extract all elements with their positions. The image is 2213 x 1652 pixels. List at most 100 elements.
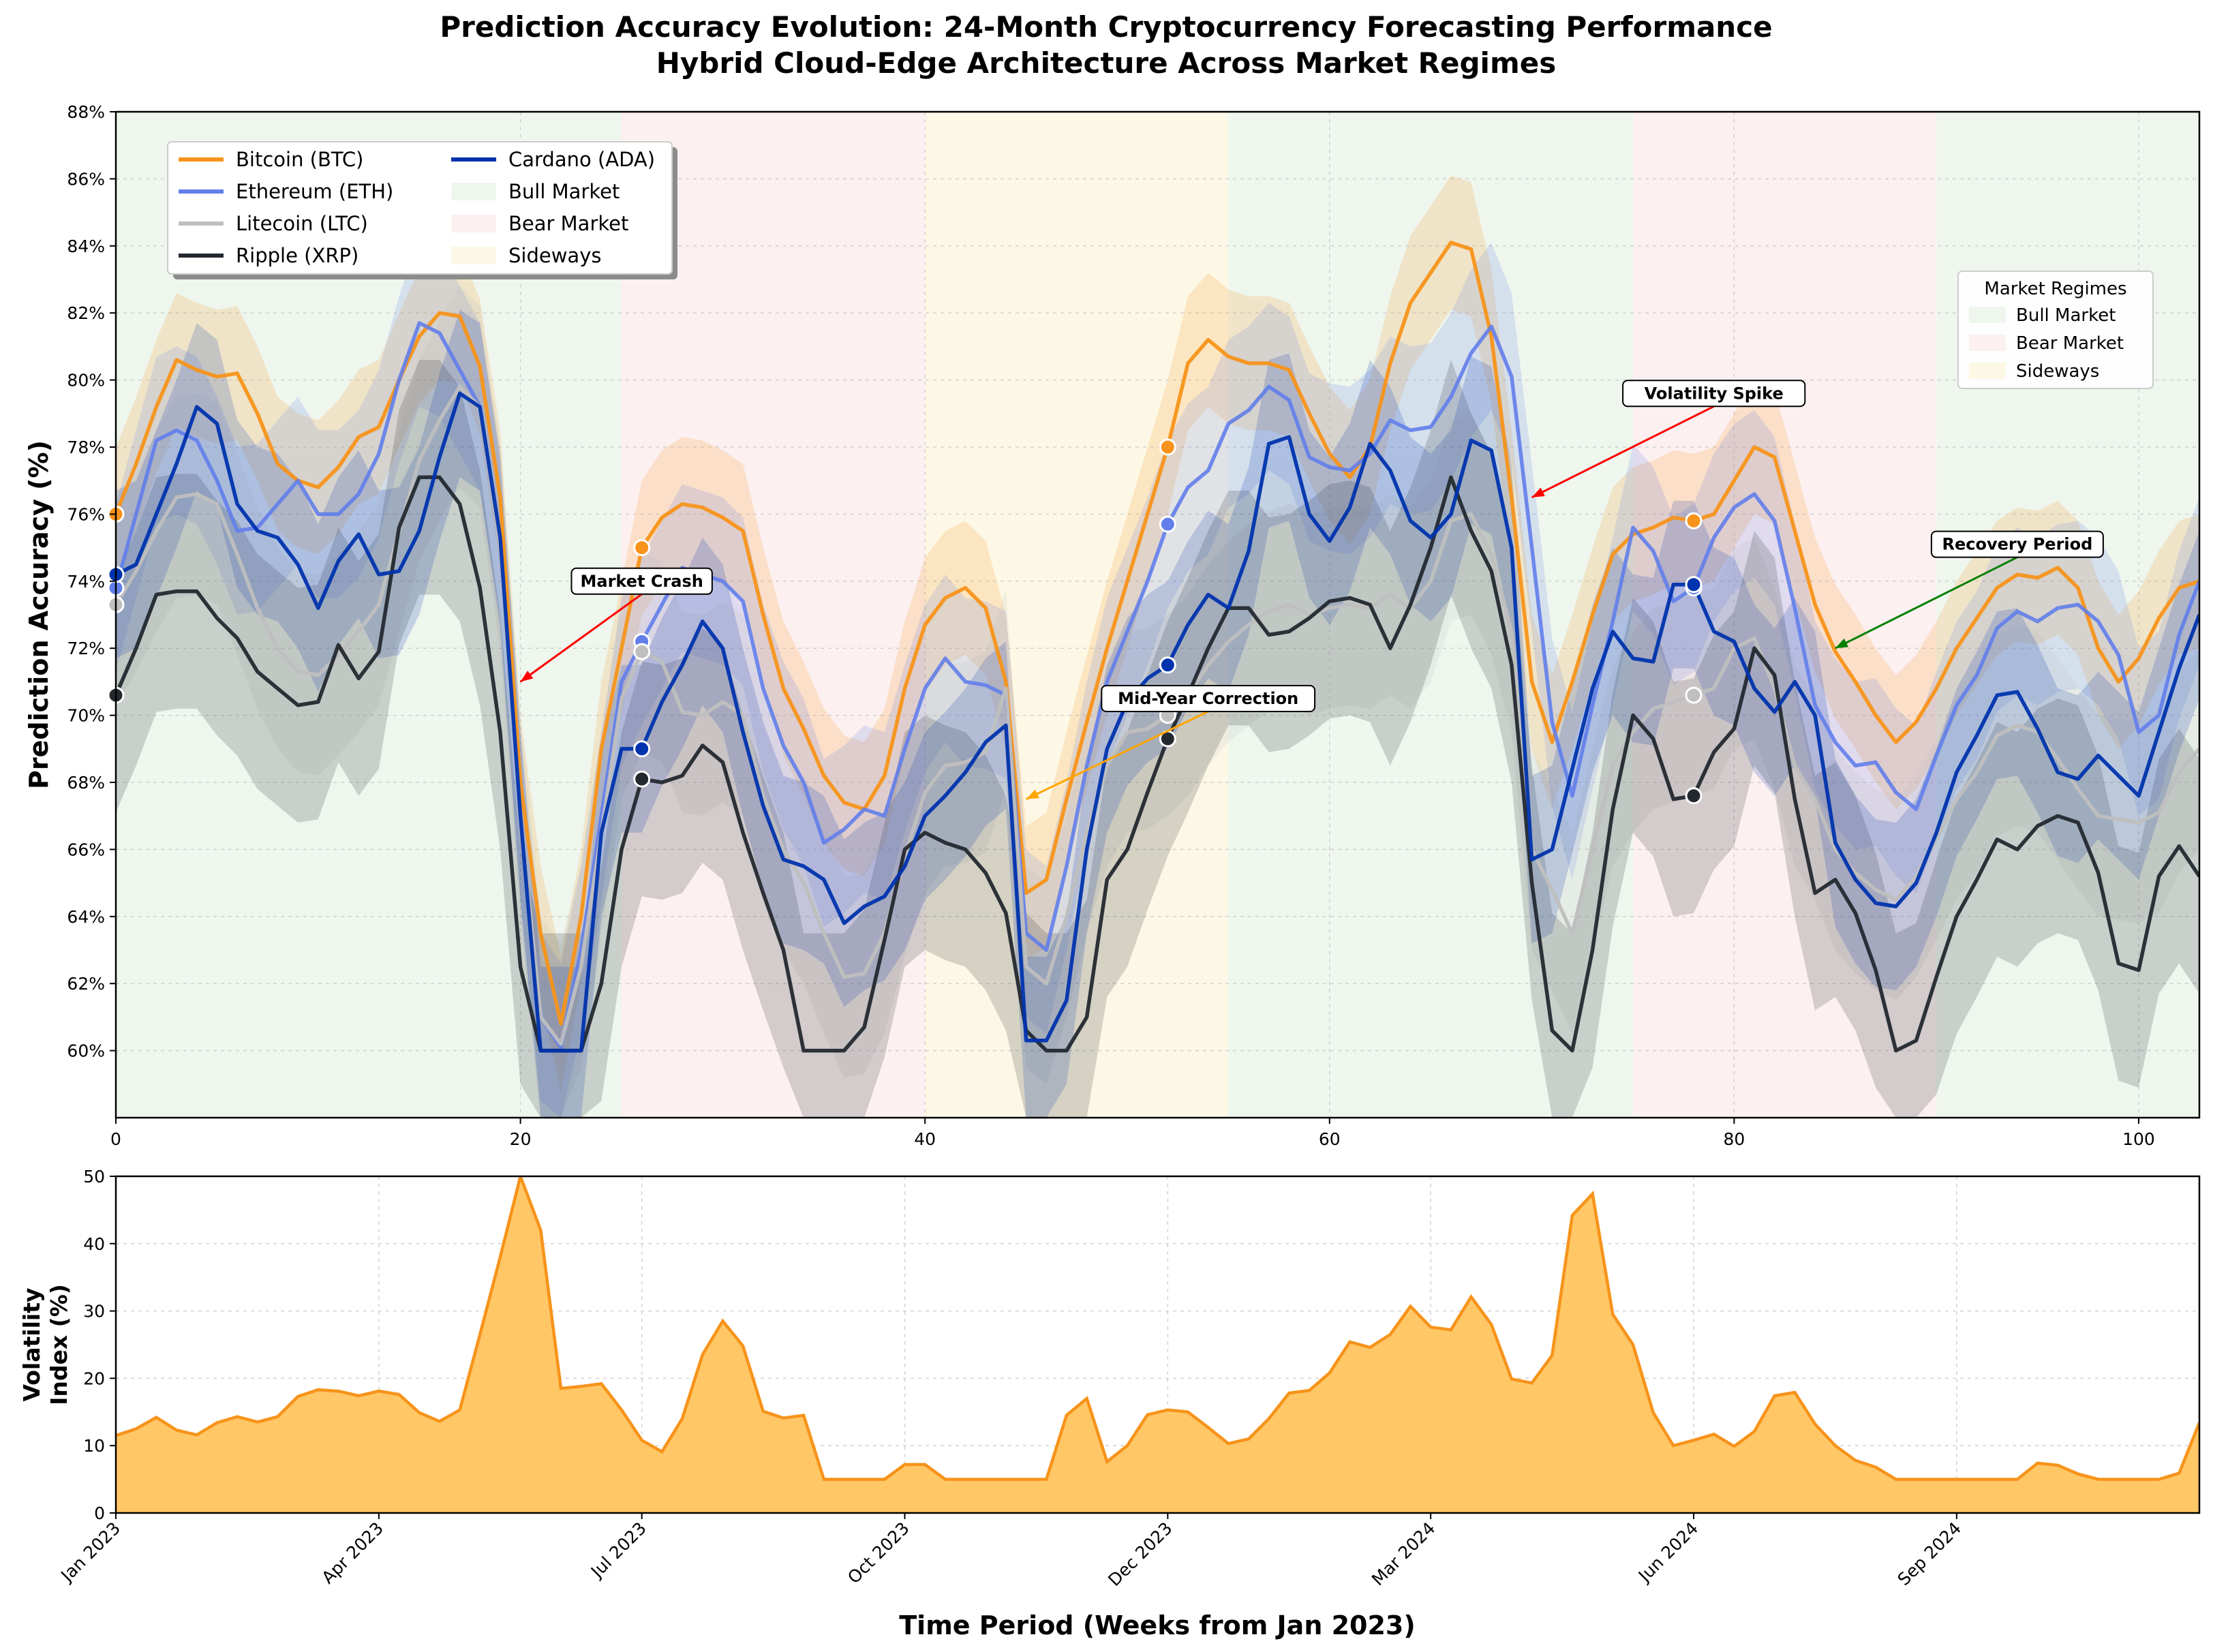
main-y-tick-label-86: 86% <box>67 169 105 189</box>
vol-y-tick-label-20: 20 <box>83 1368 105 1388</box>
annotation-text-2: Volatility Spike <box>1645 384 1784 403</box>
legend-label-4: Cardano (ADA) <box>508 148 655 171</box>
main-y-tick-label-70: 70% <box>67 706 105 726</box>
series-legend-items: Bitcoin (BTC) Ethereum (ETH) Litecoin (LTC… <box>179 148 655 267</box>
main-y-tick-label-72: 72% <box>67 639 105 658</box>
marker-xrp-78 <box>1685 787 1703 805</box>
annotation-text-0: Market Crash <box>580 572 703 591</box>
legend-label-2: Litecoin (LTC) <box>236 212 368 235</box>
marker-eth-52 <box>1159 515 1176 533</box>
vol-x-tick-label-1: Apr 2023 <box>318 1518 387 1588</box>
annotation-box-1 <box>1101 685 1316 712</box>
line-ltc <box>116 384 2199 1046</box>
main-y-tick-label-88: 88% <box>67 102 105 122</box>
main-x-tick-label-100: 100 <box>2122 1129 2155 1149</box>
main-y-ticks: 60% 62% 64% 66% 68% 70% 72% 74% 76% 78% 80% 82% 84% 8… <box>67 102 116 1061</box>
regime-legend-label-2: Sideways <box>2016 361 2099 382</box>
volatility-y-label-line2: Index (%) <box>46 1284 72 1405</box>
legend-label-3: Ripple (XRP) <box>236 244 358 267</box>
vol-x-tick-label-2: Jul 2023 <box>586 1518 650 1582</box>
series-lines <box>116 241 2199 1053</box>
regime-band-4 <box>1632 112 1937 1118</box>
vol-x-tick-label-7: Sep 2024 <box>1894 1518 1965 1589</box>
legend-swatch-bull-5 <box>451 183 496 200</box>
regime-legend-items: Bull Market Bear Market Sideways <box>1969 305 2124 382</box>
main-x-tick-label-60: 60 <box>1319 1129 1341 1149</box>
main-y-tick-label-60: 60% <box>67 1041 105 1061</box>
line-btc <box>116 241 2199 1026</box>
main-y-tick-label-74: 74% <box>67 572 105 592</box>
annotation-box-0 <box>570 567 713 595</box>
legend-label-5: Bull Market <box>508 180 620 203</box>
x-axis-label: Time Period (Weeks from Jan 2023) <box>899 1610 1415 1640</box>
marker-btc-52 <box>1159 438 1176 456</box>
annotation-arrowhead-3 <box>1835 638 1848 649</box>
legend-label-7: Sideways <box>508 244 601 267</box>
marker-btc-26 <box>633 539 651 557</box>
vol-y-tick-label-0: 0 <box>94 1503 105 1523</box>
main-x-tick-label-80: 80 <box>1723 1129 1745 1149</box>
main-y-tick-label-82: 82% <box>67 303 105 323</box>
volatility-y-ticks: 0 10 20 30 40 50 <box>83 1167 116 1523</box>
marker-ada-52 <box>1159 656 1176 674</box>
marker-ltc-26 <box>633 643 651 660</box>
series-legend: Bitcoin (BTC) Ethereum (ETH) Litecoin (LTC… <box>167 141 677 279</box>
annotation-text-3: Recovery Period <box>1942 535 2092 554</box>
legend-swatch-bear-6 <box>451 215 496 232</box>
chart-title: Prediction Accuracy Evolution: 24-Month … <box>440 10 1772 44</box>
main-y-tick-label-62: 62% <box>67 974 105 994</box>
main-x-tick-label-0: 0 <box>110 1129 121 1149</box>
main-y-tick-label-80: 80% <box>67 371 105 391</box>
annotation-arrowhead-1 <box>1026 789 1039 799</box>
marker-xrp-26 <box>633 770 651 788</box>
vol-x-tick-label-4: Dec 2023 <box>1104 1518 1176 1590</box>
volatility-area <box>116 1176 2199 1513</box>
accuracy-plot-panel: Market Crash Mid-Year Correction Volatilit… <box>24 102 2201 1149</box>
main-y-tick-label-66: 66% <box>67 840 105 859</box>
regime-legend-title: Market Regimes <box>1984 279 2126 299</box>
legend-label-6: Bear Market <box>508 212 628 235</box>
marker-btc-78 <box>1685 512 1703 530</box>
annotation-arrow-0 <box>519 593 643 683</box>
line-xrp <box>116 475 2199 1053</box>
main-x-tick-label-40: 40 <box>914 1129 936 1149</box>
annotation-box-3 <box>1930 530 2104 558</box>
vol-y-tick-label-30: 30 <box>83 1302 105 1321</box>
annotation-box-2 <box>1622 380 1806 408</box>
volatility-x-ticks: Jan 2023 Apr 2023 Jul 2023 Oct 2023 Dec 2023… <box>56 1513 1965 1590</box>
main-y-tick-label-76: 76% <box>67 504 105 524</box>
legend-label-0: Bitcoin (BTC) <box>236 148 363 171</box>
regime-legend-swatch-0 <box>1969 307 2006 323</box>
line-ada <box>116 391 2199 1053</box>
annotation-arrowhead-0 <box>520 671 534 682</box>
annotation-arrow-3 <box>1835 556 2018 649</box>
main-y-tick-label-68: 68% <box>67 773 105 793</box>
annotations: Market Crash Mid-Year Correction Volatilit… <box>519 380 2104 800</box>
main-y-tick-label-84: 84% <box>67 236 105 256</box>
regime-legend: Market Regimes Bull Market Bear Market Sid… <box>1957 271 2154 389</box>
vol-x-tick-label-3: Oct 2023 <box>844 1518 913 1588</box>
vol-x-tick-label-0: Jan 2023 <box>56 1518 124 1587</box>
regime-legend-box <box>1957 271 2154 389</box>
main-y-tick-label-78: 78% <box>67 438 105 457</box>
annotation-arrow-1 <box>1025 710 1209 800</box>
regime-band-2 <box>925 112 1229 1118</box>
line-eth <box>116 321 2199 1050</box>
legend-swatch-sideways-7 <box>451 247 496 264</box>
chart-subtitle: Hybrid Cloud-Edge Architecture Across Ma… <box>656 46 1556 80</box>
series-legend-box <box>167 141 673 275</box>
band-xrp <box>116 360 2199 1118</box>
vol-x-tick-label-6: Jun 2024 <box>1634 1518 1702 1587</box>
main-plot-frame <box>115 110 2201 1119</box>
regime-legend-swatch-2 <box>1969 363 2006 379</box>
marker-ltc-78 <box>1685 686 1703 704</box>
main-x-tick-label-20: 20 <box>510 1129 532 1149</box>
legend-label-1: Ethereum (ETH) <box>236 180 393 203</box>
regime-legend-swatch-1 <box>1969 335 2006 351</box>
vol-y-tick-label-40: 40 <box>83 1234 105 1254</box>
marker-ada-78 <box>1685 576 1703 594</box>
annotation-arrowhead-2 <box>1531 487 1545 498</box>
vol-x-tick-label-5: Mar 2024 <box>1368 1518 1439 1589</box>
volatility-plot-frame <box>115 1175 2201 1514</box>
